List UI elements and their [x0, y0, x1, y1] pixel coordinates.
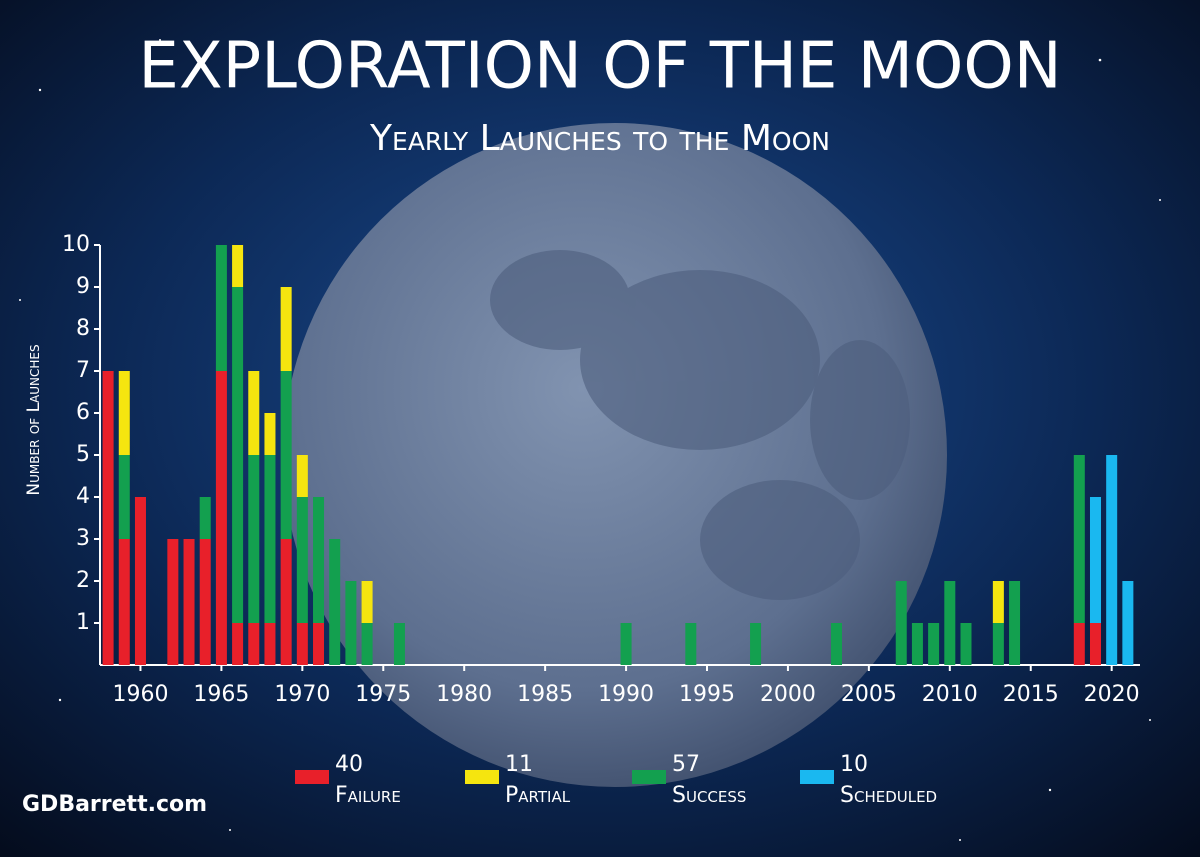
plot: 1 2 3 4 5 6 7 8 9 10 1960 1965 1970 1975 1980 1985 1990 1…: [62, 232, 1140, 808]
bar-segment: [296, 623, 308, 665]
bar-segment: [248, 623, 260, 665]
bar-segment: [1122, 581, 1134, 665]
bar-segment: [264, 413, 276, 455]
x-tick-label: 1990: [598, 682, 654, 707]
x-tick-label: 1995: [679, 682, 735, 707]
bar-segment: [296, 497, 308, 623]
legend-swatch: [800, 770, 834, 784]
bar-segment: [1089, 497, 1101, 623]
legend-count: 57: [672, 752, 700, 777]
bar-segment: [313, 623, 325, 665]
legend-label: Partial: [505, 783, 571, 808]
x-tick-label: 2010: [922, 682, 978, 707]
bar-segment: [102, 371, 114, 665]
x-tick-label: 1965: [193, 682, 249, 707]
bar-segment: [248, 371, 260, 455]
x-tick-label: 1970: [274, 682, 330, 707]
bar-segment: [1106, 455, 1118, 665]
bar-segment: [750, 623, 762, 665]
bar-segment: [361, 623, 373, 665]
y-axis-label: Number of Launches: [24, 344, 44, 495]
legend-swatch: [632, 770, 666, 784]
bar-segment: [1009, 581, 1021, 665]
bar-segment: [329, 539, 341, 665]
bar-segment: [280, 287, 292, 371]
bar-segment: [248, 455, 260, 623]
bar-segment: [960, 623, 972, 665]
moon-maria: [490, 250, 910, 600]
legend-label: Scheduled: [840, 783, 937, 808]
bar-segment: [167, 539, 179, 665]
x-tick-label: 2000: [760, 682, 816, 707]
bar-segment: [313, 497, 325, 623]
legend-swatch: [295, 770, 329, 784]
y-tick-label: 7: [76, 358, 90, 383]
bar-segment: [118, 539, 130, 665]
bar-segment: [199, 539, 211, 665]
legend-swatch: [465, 770, 499, 784]
legend-count: 40: [335, 752, 363, 777]
bar-segment: [264, 455, 276, 623]
credit: GDBarrett.com: [22, 792, 207, 817]
bar-segment: [215, 371, 227, 665]
bar-segment: [232, 287, 244, 623]
y-tick-label: 5: [76, 442, 90, 467]
x-tick-label: 1980: [436, 682, 492, 707]
bar-segment: [134, 497, 146, 665]
bar-segment: [944, 581, 956, 665]
legend-label: Success: [672, 783, 746, 808]
bar-segment: [232, 245, 244, 287]
x-tick-label: 1960: [112, 682, 168, 707]
legend-count: 11: [505, 752, 533, 777]
y-tick-label: 3: [76, 526, 90, 551]
bar-segment: [895, 581, 907, 665]
bar-segment: [992, 581, 1004, 623]
moon: [283, 123, 947, 787]
bar-segment: [992, 623, 1004, 665]
bar-segment: [830, 623, 843, 665]
chart-title: EXPLORATION OF THE MOON: [138, 30, 1061, 104]
bar-segment: [361, 581, 373, 623]
legend-label: Failure: [335, 783, 401, 808]
x-tick-label: 2015: [1003, 682, 1059, 707]
x-tick-label: 1985: [517, 682, 573, 707]
stars: [19, 39, 1161, 841]
y-tick-label: 10: [62, 232, 90, 257]
bar-segment: [345, 581, 357, 665]
legend-count: 10: [840, 752, 868, 777]
bar-segment: [215, 245, 227, 371]
bar-segment: [264, 623, 276, 665]
bar-segment: [393, 623, 405, 665]
bar-segment: [928, 623, 940, 665]
bar-segment: [1073, 455, 1085, 623]
y-tick-label: 9: [76, 274, 90, 299]
bar-segment: [1089, 623, 1101, 665]
bar-segment: [280, 371, 292, 539]
y-tick-label: 4: [76, 484, 90, 509]
bar-segment: [685, 623, 697, 665]
bar-segment: [280, 539, 292, 665]
x-tick-label: 1975: [355, 682, 411, 707]
bar-segment: [118, 455, 130, 539]
y-tick-label: 2: [76, 568, 90, 593]
y-tick-label: 1: [76, 610, 90, 635]
bar-segment: [232, 623, 244, 665]
bar-segment: [1073, 623, 1085, 665]
bar-segment: [911, 623, 923, 665]
x-tick-label: 2005: [841, 682, 897, 707]
bar-segment: [183, 539, 195, 665]
y-tick-label: 8: [76, 316, 90, 341]
bar-segment: [296, 455, 308, 497]
x-tick-label: 2020: [1084, 682, 1140, 707]
bar-segment: [620, 623, 632, 665]
bar-segment: [118, 371, 130, 455]
bar-segment: [199, 497, 211, 539]
chart-subtitle: Yearly Launches to the Moon: [369, 118, 830, 159]
y-tick-label: 6: [76, 400, 90, 425]
